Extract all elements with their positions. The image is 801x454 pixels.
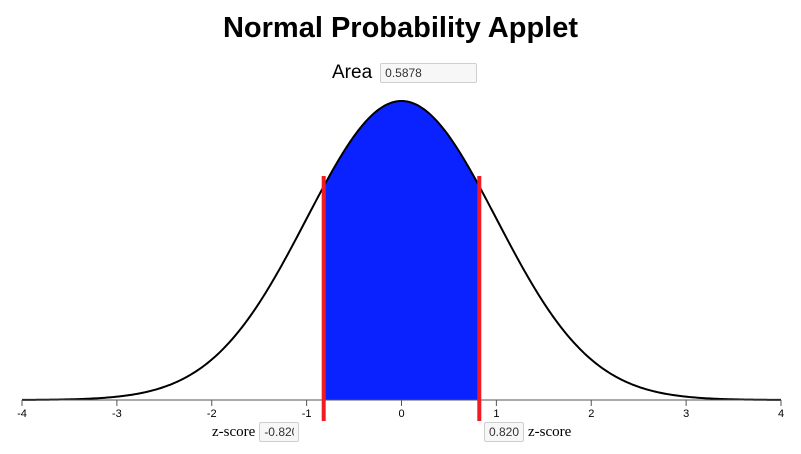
x-axis-ticks: -4 -3 -2 -1 0 1 2 3 4 — [17, 400, 784, 420]
x-tick-label: 3 — [683, 408, 689, 420]
page-title: Normal Probability Applet — [222, 12, 579, 44]
x-tick-label: -2 — [207, 408, 217, 420]
area-input[interactable] — [380, 63, 478, 83]
x-tick-label: 4 — [778, 408, 784, 420]
area-label: Area — [332, 62, 373, 83]
x-tick-label: 0 — [398, 408, 404, 420]
x-tick-label: -4 — [17, 408, 27, 420]
x-tick-label: -1 — [302, 408, 312, 420]
left-z-score-row: z-score — [212, 422, 300, 442]
shaded-area-region — [323, 101, 480, 400]
x-tick-label: 1 — [493, 408, 499, 420]
left-z-score-label: z-score — [212, 423, 256, 440]
area-row: Area — [332, 61, 478, 85]
density-curve — [21, 99, 782, 401]
right-z-score-row: z-score — [484, 422, 571, 442]
x-tick-label: 2 — [588, 408, 594, 420]
x-tick-label: -3 — [112, 408, 122, 420]
right-z-score-input[interactable] — [484, 422, 524, 442]
left-z-score-input[interactable] — [259, 422, 300, 442]
right-z-score-label: z-score — [528, 423, 572, 440]
